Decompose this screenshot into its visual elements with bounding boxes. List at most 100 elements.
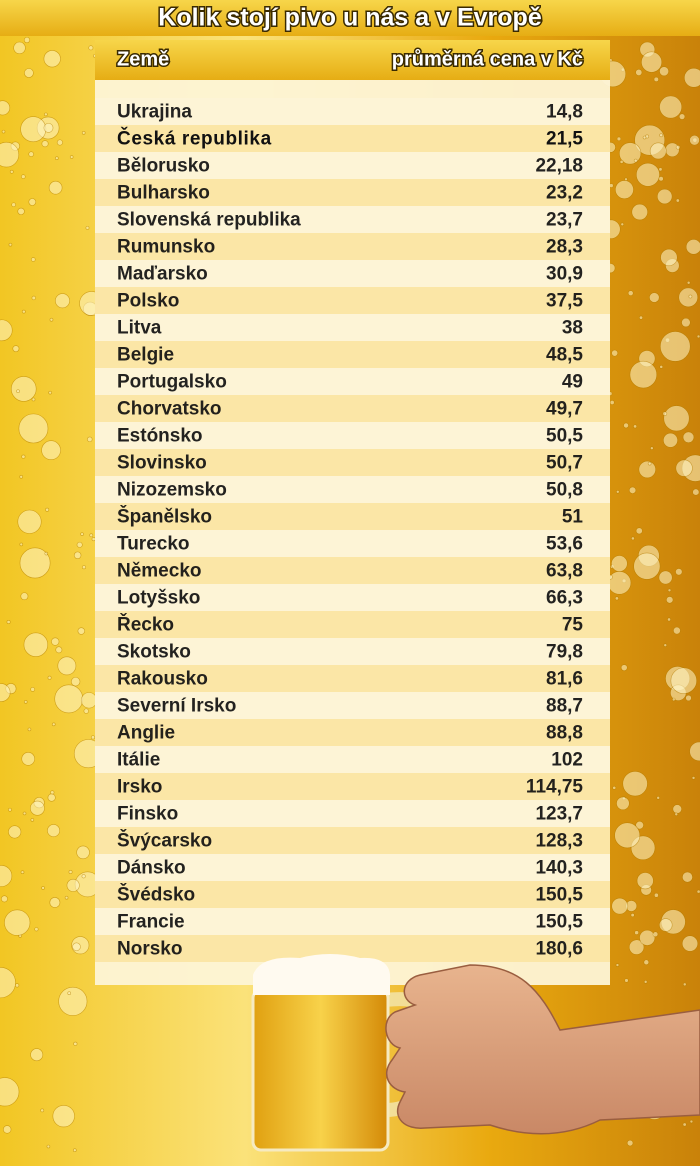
bubble xyxy=(614,596,619,601)
bubble xyxy=(51,637,60,646)
bubble xyxy=(23,36,31,44)
row-stripe xyxy=(95,530,610,557)
price: 180,6 xyxy=(535,939,583,960)
country: Severní Irsko xyxy=(117,696,236,717)
price: 128,3 xyxy=(535,831,583,852)
bubble xyxy=(686,280,691,285)
bubble xyxy=(643,980,648,984)
bubble xyxy=(635,527,643,535)
row-stripe xyxy=(95,152,610,179)
bubble xyxy=(23,700,28,704)
bubble xyxy=(41,886,45,890)
bubble xyxy=(77,627,85,635)
bubble xyxy=(18,413,49,444)
bubble xyxy=(0,865,13,887)
bubble xyxy=(15,983,20,988)
bubble xyxy=(620,222,625,227)
hand xyxy=(385,964,700,1135)
bubble xyxy=(49,317,54,322)
bubble xyxy=(9,169,14,174)
country: Francie xyxy=(117,912,185,933)
country: Lotyšsko xyxy=(117,588,200,609)
bubble xyxy=(68,870,73,874)
bubble xyxy=(659,133,664,138)
bubble xyxy=(51,722,56,727)
bubble xyxy=(16,389,20,394)
bubble xyxy=(40,1108,45,1113)
bubble xyxy=(659,66,670,77)
bubble xyxy=(681,317,691,328)
row-stripe xyxy=(95,854,610,881)
price: 123,7 xyxy=(535,804,583,825)
bubble xyxy=(1,129,6,134)
bubble xyxy=(43,122,54,133)
country: Chorvatsko xyxy=(117,399,222,420)
row-stripe xyxy=(95,422,610,449)
bubble xyxy=(24,68,34,78)
bubble xyxy=(689,1119,694,1124)
bubble xyxy=(619,159,624,164)
country: Anglie xyxy=(117,723,175,744)
country: Slovinsko xyxy=(117,453,207,474)
price: 79,8 xyxy=(546,642,583,663)
price: 140,3 xyxy=(535,858,583,879)
bubble xyxy=(0,967,16,999)
bubble xyxy=(631,203,648,221)
country: Rumunsko xyxy=(117,237,215,258)
bubble xyxy=(73,1041,78,1046)
country: Slovenská republika xyxy=(117,210,301,231)
row-stripe xyxy=(95,206,610,233)
bubble xyxy=(675,459,693,477)
bubble xyxy=(8,807,12,812)
row-stripe xyxy=(95,557,610,584)
bubble xyxy=(663,432,678,448)
row-stripe xyxy=(95,692,610,719)
bubble xyxy=(44,112,48,117)
title-bar xyxy=(0,0,700,36)
bubble xyxy=(696,889,700,894)
row-stripe xyxy=(95,125,610,152)
price: 88,8 xyxy=(546,723,583,744)
row-stripe xyxy=(95,584,610,611)
bubble xyxy=(635,820,644,830)
bubble xyxy=(643,959,650,966)
country: Bulharsko xyxy=(117,183,210,204)
bubble xyxy=(80,692,98,709)
bubble xyxy=(8,242,13,247)
country: Ukrajina xyxy=(117,102,192,123)
bubble xyxy=(649,142,667,160)
bubble xyxy=(47,824,61,838)
column-header: průměrná cena v Kč xyxy=(392,48,583,70)
price: 75 xyxy=(562,615,584,636)
country: Bělorusko xyxy=(117,156,210,177)
bubble xyxy=(17,509,42,534)
bubble xyxy=(634,930,639,936)
bubble xyxy=(27,727,32,732)
row-stripe xyxy=(95,179,610,206)
bubble xyxy=(44,551,49,556)
row-stripe xyxy=(95,98,610,125)
bubble xyxy=(678,113,686,120)
price: 48,5 xyxy=(546,345,583,366)
bubble xyxy=(611,897,629,915)
bubble xyxy=(629,360,658,389)
bubble xyxy=(41,440,61,461)
bubble xyxy=(614,180,634,200)
price: 150,5 xyxy=(535,885,583,906)
price: 37,5 xyxy=(546,291,583,312)
country: Rakousko xyxy=(117,669,208,690)
bubble xyxy=(665,142,680,158)
bubble xyxy=(667,588,672,593)
bubble xyxy=(662,411,668,416)
bubble xyxy=(615,963,620,967)
price: 22,18 xyxy=(535,156,583,177)
bubble xyxy=(67,991,72,996)
country: Německo xyxy=(117,561,202,582)
bubble xyxy=(665,596,674,604)
bubble xyxy=(55,646,63,654)
bubble xyxy=(624,978,629,983)
bubble xyxy=(70,676,81,687)
price: 49 xyxy=(562,372,583,393)
bubble xyxy=(45,507,50,512)
bubble xyxy=(20,870,25,875)
